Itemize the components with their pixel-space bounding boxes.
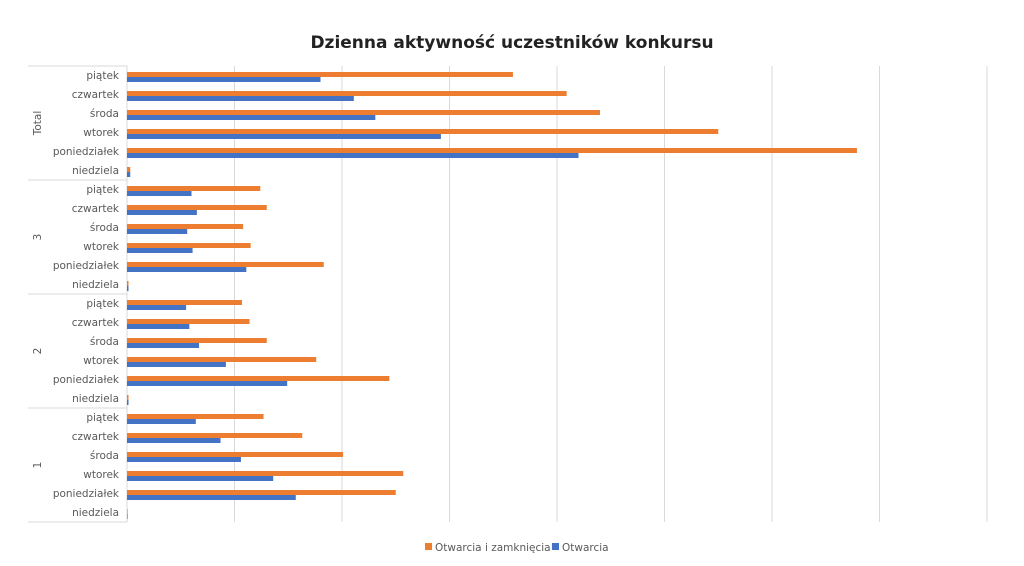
bar-otwarcia: [127, 495, 296, 500]
bar-otwarcia: [127, 153, 579, 158]
bar-otwarcia-i-zamkniecia: [127, 167, 131, 172]
category-label: wtorek: [83, 127, 120, 139]
category-label: czwartek: [72, 317, 120, 329]
bar-otwarcia: [127, 134, 441, 139]
bar-otwarcia: [127, 419, 196, 424]
bar-otwarcia-i-zamkniecia: [127, 490, 396, 495]
bar-otwarcia-i-zamkniecia: [127, 110, 600, 115]
bar-otwarcia-i-zamkniecia: [127, 433, 303, 438]
bar-otwarcia-i-zamkniecia: [127, 452, 344, 457]
category-axis: piątek czwartek środa wtorek poniedziałek nie…: [28, 65, 128, 523]
category-label: wtorek: [83, 241, 120, 253]
category-label: czwartek: [72, 89, 120, 101]
group-label: 1: [32, 462, 44, 469]
bar-otwarcia: [127, 229, 188, 234]
bar-otwarcia-i-zamkniecia: [127, 243, 251, 248]
bars: [127, 72, 857, 519]
bar-otwarcia: [127, 248, 193, 253]
category-label: czwartek: [72, 203, 120, 215]
category-label: poniedziałek: [53, 146, 120, 158]
bar-otwarcia-i-zamkniecia: [127, 129, 719, 134]
legend-label-otwarcia: Otwarcia: [562, 542, 609, 554]
bar-otwarcia-i-zamkniecia: [127, 338, 267, 343]
bar-otwarcia-i-zamkniecia: [127, 376, 390, 381]
bar-otwarcia: [127, 77, 321, 82]
bar-otwarcia: [127, 191, 192, 196]
bar-otwarcia-i-zamkniecia: [127, 319, 250, 324]
bar-otwarcia-i-zamkniecia: [127, 72, 513, 77]
category-label: niedziela: [72, 279, 119, 291]
category-label: środa: [90, 336, 119, 348]
bar-otwarcia: [127, 438, 221, 443]
category-label: środa: [90, 450, 119, 462]
category-label: niedziela: [72, 393, 119, 405]
category-label: czwartek: [72, 431, 120, 443]
bar-otwarcia: [127, 457, 241, 462]
legend-swatch-otwarcia-i-zamkniecia: [425, 543, 432, 550]
chart-title: Dzienna aktywność uczestników konkursu: [310, 33, 713, 53]
legend-label-otwarcia-i-zamkniecia: Otwarcia i zamknięcia: [435, 542, 551, 554]
bar-otwarcia-i-zamkniecia: [127, 186, 261, 191]
bar-otwarcia: [127, 172, 131, 177]
legend-swatch-otwarcia: [552, 543, 559, 550]
category-label: poniedziałek: [53, 488, 120, 500]
category-label: piątek: [86, 298, 120, 310]
bar-otwarcia: [127, 476, 274, 481]
bar-otwarcia: [127, 210, 197, 215]
bar-otwarcia: [127, 115, 376, 120]
bar-otwarcia: [127, 96, 354, 101]
bar-otwarcia: [127, 324, 190, 329]
bar-otwarcia: [127, 305, 187, 310]
bar-otwarcia-i-zamkniecia: [127, 509, 128, 514]
group-label: 2: [32, 348, 44, 355]
gridlines: [234, 66, 988, 522]
bar-otwarcia-i-zamkniecia: [127, 262, 324, 267]
bar-otwarcia: [127, 514, 128, 519]
category-label: piątek: [86, 412, 120, 424]
bar-otwarcia-i-zamkniecia: [127, 471, 404, 476]
bar-otwarcia-i-zamkniecia: [127, 414, 264, 419]
category-label: środa: [90, 108, 119, 120]
category-label: piątek: [86, 184, 120, 196]
bar-otwarcia: [127, 381, 288, 386]
bar-otwarcia: [127, 400, 129, 405]
category-label: poniedziałek: [53, 260, 120, 272]
group-label: Total: [32, 111, 44, 137]
bar-otwarcia-i-zamkniecia: [127, 148, 857, 153]
bar-otwarcia-i-zamkniecia: [127, 224, 244, 229]
category-label: wtorek: [83, 355, 120, 367]
category-label: piątek: [86, 70, 120, 82]
bar-otwarcia-i-zamkniecia: [127, 395, 129, 400]
category-label: środa: [90, 222, 119, 234]
group-label: 3: [32, 234, 44, 241]
category-label: niedziela: [72, 165, 119, 177]
bar-otwarcia: [127, 267, 247, 272]
bar-otwarcia: [127, 286, 129, 291]
bar-otwarcia-i-zamkniecia: [127, 205, 267, 210]
category-label: wtorek: [83, 469, 120, 481]
bar-otwarcia: [127, 362, 226, 367]
bar-otwarcia-i-zamkniecia: [127, 91, 567, 96]
category-label: poniedziałek: [53, 374, 120, 386]
bar-otwarcia-i-zamkniecia: [127, 300, 243, 305]
bar-otwarcia-i-zamkniecia: [127, 357, 317, 362]
category-label: niedziela: [72, 507, 119, 519]
legend: Otwarcia i zamknięcia Otwarcia: [425, 542, 609, 554]
bar-otwarcia-i-zamkniecia: [127, 281, 129, 286]
bar-otwarcia: [127, 343, 200, 348]
